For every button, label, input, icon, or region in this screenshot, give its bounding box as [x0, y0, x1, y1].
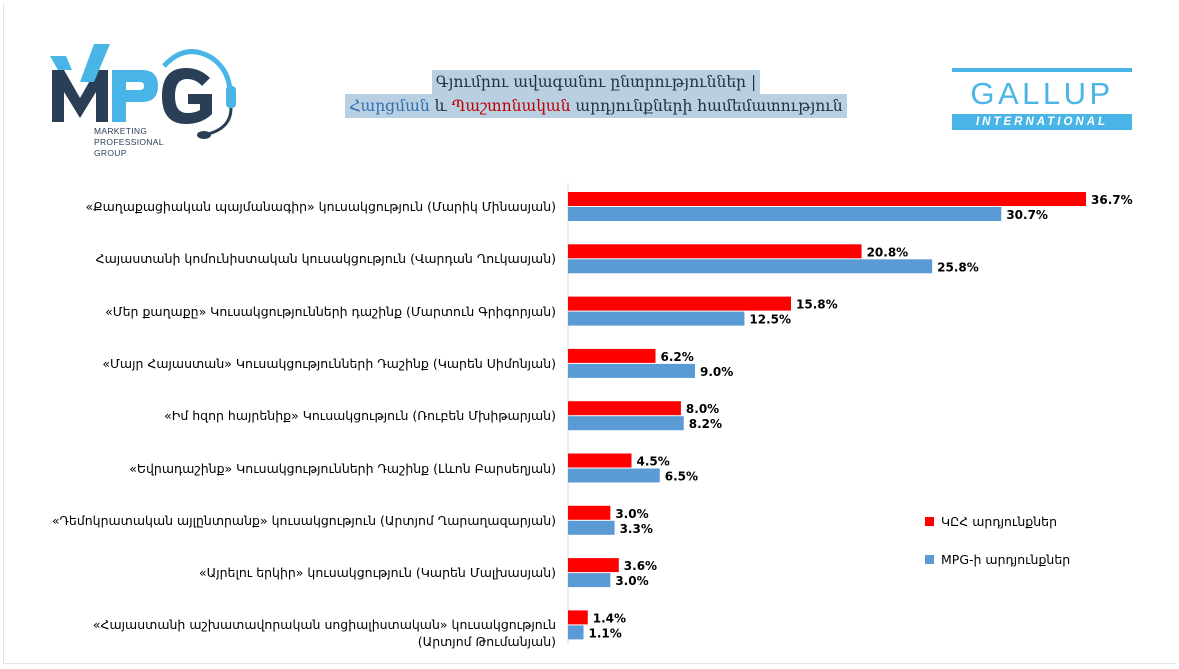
category-label: «Իմ հզոր հայրենիք» Կուսակցություն (Ռուբե… [164, 408, 556, 424]
mpg-subtitle: MARKETING PROFESSIONAL GROUP [94, 126, 164, 158]
legend-swatch-mpg [925, 554, 934, 564]
value-label-mpg: 25.8% [937, 260, 979, 274]
bar-mpg [568, 207, 1002, 221]
category-label: «Մայր Հայաստան» Կուսակցությունների Դաշին… [102, 355, 556, 371]
gallup-top-bar [952, 68, 1132, 72]
bar-mpg [568, 416, 684, 431]
title-line-2: Հարցման և Պաշտոնական արդյունքների համեմա… [345, 94, 847, 118]
chart-title: Գյումրու ավագանու ընտրություններ | Հարցմ… [290, 70, 902, 118]
bar-mpg [568, 259, 933, 274]
category-label: «Դեմոկրատական այլընտրանք» կուսակցություն… [51, 512, 556, 528]
bar-official [568, 453, 632, 468]
legend-swatch-official [925, 516, 934, 526]
value-label-official: 3.0% [615, 507, 648, 521]
category-label: Հայաստանի կոմունիստական կուսակցություն (… [95, 251, 556, 267]
bar-mpg [568, 311, 745, 326]
value-label-official: 36.7% [1091, 193, 1133, 207]
bar-official [568, 348, 656, 363]
value-label-official: 15.8% [796, 298, 838, 312]
legend-label-mpg: MPG-ի արդյունքներ [941, 551, 1071, 567]
title-survey-word: Հարցման [349, 97, 430, 115]
value-label-mpg: 3.3% [620, 522, 653, 536]
bar-mpg [568, 573, 611, 588]
bar-official [568, 610, 588, 625]
value-label-official: 4.5% [637, 455, 670, 469]
value-label-official: 8.0% [686, 402, 719, 416]
value-label-mpg: 8.2% [689, 417, 722, 431]
legend-item-official: ԿԸՀ արդյունքներ [925, 512, 1070, 530]
title-line-1: Գյումրու ավագանու ընտրություններ | [431, 70, 761, 94]
value-label-mpg: 12.5% [749, 313, 791, 327]
category-label: «Մեր քաղաքը» Կուսակցությունների դաշինք (… [105, 303, 556, 319]
category-label: «Քաղաքացիական պայմանագիր» կուսակցություն… [85, 199, 557, 214]
value-label-official: 6.2% [661, 350, 694, 364]
mpg-logo [50, 44, 236, 139]
legend-label-official: ԿԸՀ արդյունքներ [941, 513, 1057, 529]
bar-mpg [568, 468, 660, 483]
value-label-mpg: 1.1% [589, 626, 622, 640]
title-rest: արդյունքների համեմատություն [570, 97, 843, 115]
bar-mpg [568, 625, 584, 640]
title-official-word: Պաշտոնական [451, 97, 571, 115]
bar-official [568, 244, 862, 259]
bar-official [568, 505, 611, 520]
value-label-official: 3.6% [624, 559, 657, 573]
bar-mpg [568, 520, 615, 535]
bar-official [568, 401, 681, 416]
bar-mpg [568, 363, 696, 378]
bar-official [568, 296, 792, 311]
value-label-official: 1.4% [593, 611, 626, 625]
value-label-official: 20.8% [867, 245, 909, 259]
value-label-mpg: 30.7% [1006, 208, 1048, 222]
gallup-name: GALLUP [970, 76, 1114, 111]
legend-item-mpg: MPG-ի արդյունքներ [925, 550, 1070, 568]
value-label-mpg: 3.0% [615, 574, 648, 588]
category-label: «Հայաստանի աշխատավորական սոցիալիստական» … [92, 616, 556, 649]
legend: ԿԸՀ արդյունքներ MPG-ի արդյունքներ [925, 512, 1070, 588]
gallup-logo: GALLUP INTERNATIONAL [952, 68, 1132, 130]
gallup-international: INTERNATIONAL [952, 114, 1132, 130]
category-label: «Այրելու երկիր» կուսակցություն (Կարեն Մա… [199, 565, 556, 581]
value-label-mpg: 9.0% [700, 365, 733, 379]
slide-frame [3, 3, 1176, 664]
bar-official [568, 558, 619, 573]
category-label: «Եվրադաշինք» Կուսակցությունների Դաշինք (… [129, 460, 556, 476]
bar-official [568, 192, 1086, 206]
title-and-word: և [429, 97, 452, 115]
value-label-mpg: 6.5% [665, 470, 698, 484]
